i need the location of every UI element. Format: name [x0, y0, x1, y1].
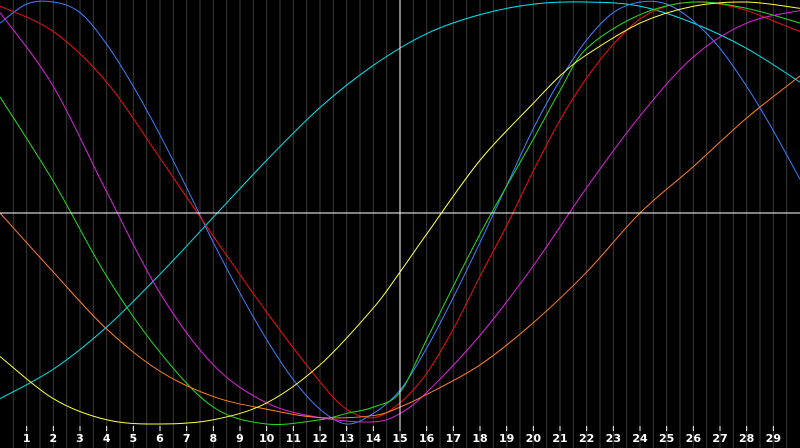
x-tick-label: 10 [259, 432, 275, 445]
x-tick-label: 23 [606, 432, 621, 445]
x-tick-label: 24 [632, 432, 648, 445]
series-line-6 [0, 75, 800, 419]
x-tick-label: 13 [339, 432, 354, 445]
x-tick-label: 11 [286, 432, 301, 445]
x-tick-label: 9 [236, 432, 244, 445]
x-tick-label: 6 [156, 432, 164, 445]
x-tick-label: 25 [659, 432, 674, 445]
x-tick-label: 18 [472, 432, 487, 445]
x-tick-label: 28 [739, 432, 754, 445]
x-tick-label: 16 [419, 432, 435, 445]
x-tick-label: 7 [183, 432, 191, 445]
x-tick-label: 17 [446, 432, 461, 445]
series-line-7 [0, 1, 800, 425]
x-tick-label: 21 [552, 432, 567, 445]
x-tick-label: 8 [210, 432, 218, 445]
x-tick-label: 3 [76, 432, 84, 445]
x-tick-label: 1 [23, 432, 31, 445]
x-tick-label: 12 [312, 432, 327, 445]
series-line-1 [0, 1, 800, 400]
x-tick-label: 19 [499, 432, 514, 445]
x-tick-label: 5 [130, 432, 138, 445]
x-tick-label: 14 [366, 432, 382, 445]
x-tick-label: 26 [686, 432, 702, 445]
crosshair-axes [0, 0, 800, 430]
x-tick-label: 27 [712, 432, 727, 445]
x-tick-label: 4 [103, 432, 111, 445]
x-tick-label: 22 [579, 432, 594, 445]
x-tick-label: 29 [766, 432, 781, 445]
series-line-5 [0, 9, 800, 423]
x-tick-labels: 1 2 3 4 5 6 7 8 9 10 11 12 13 14 15 16 17 18 19 20 21 22 23 24 2… [23, 426, 781, 445]
x-tick-label: 15 [392, 432, 407, 445]
x-tick-label: 2 [50, 432, 58, 445]
x-tick-label: 20 [526, 432, 542, 445]
